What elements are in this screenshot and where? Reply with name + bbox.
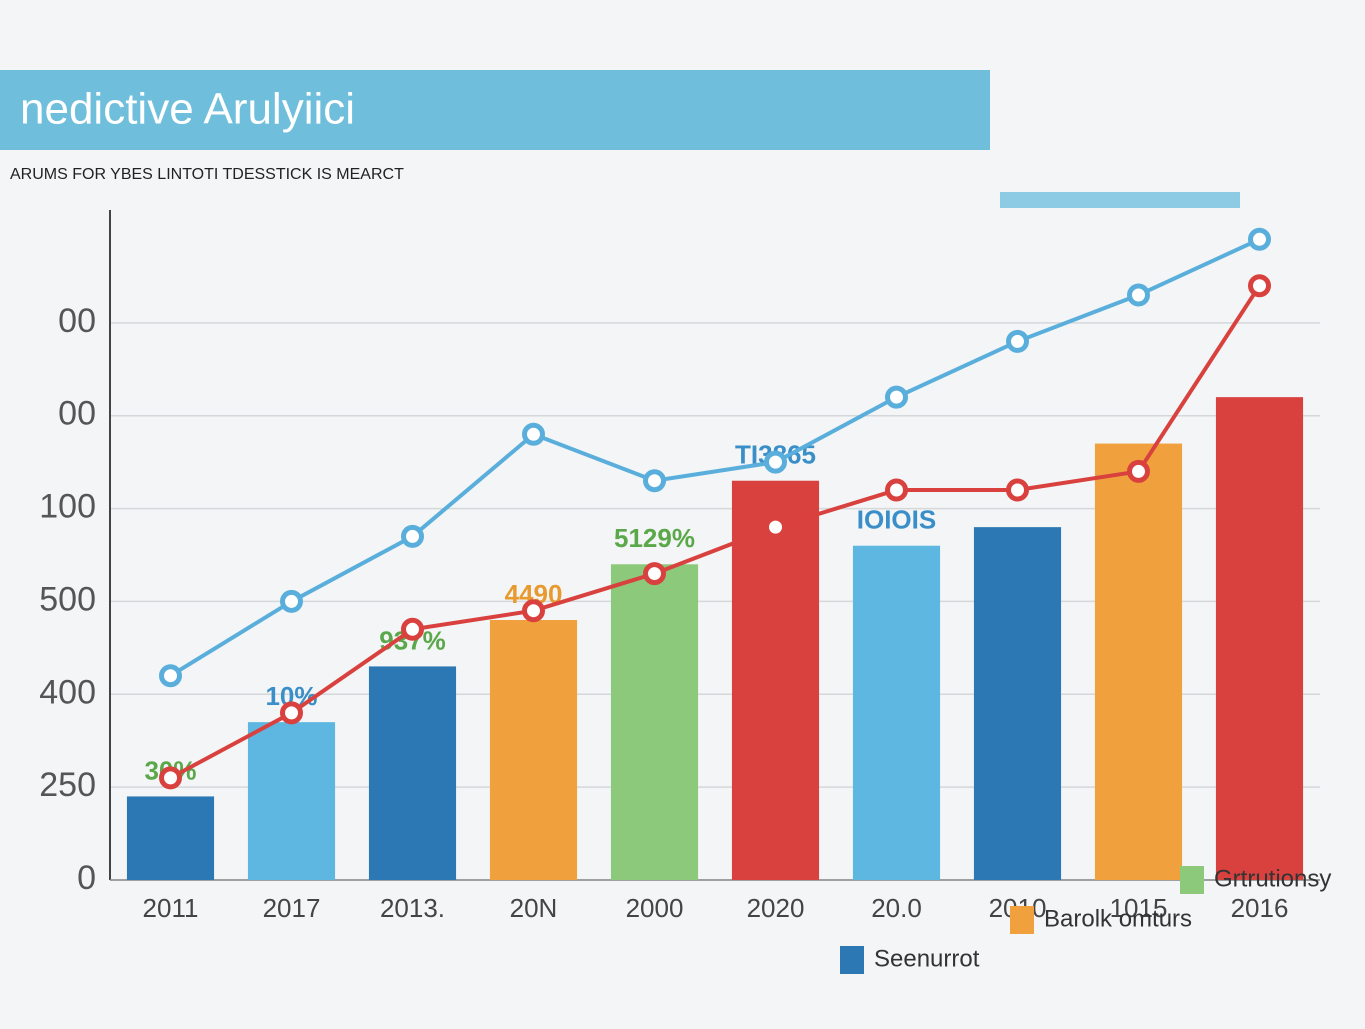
chart-title: nedictive Arulyiici <box>20 85 355 134</box>
line-marker <box>643 469 666 493</box>
bar-annotation: 5129% <box>614 523 695 553</box>
line-marker <box>522 599 545 623</box>
bar <box>1215 397 1304 880</box>
legend-label: Barolk omturs <box>1044 905 1192 932</box>
x-tick-label: 1015 <box>1110 893 1168 923</box>
bar <box>489 620 578 880</box>
legend-label: Grtrutionsy <box>1214 865 1331 892</box>
y-tick-label: 100 <box>39 488 96 526</box>
line-marker <box>280 701 303 725</box>
line-marker <box>1127 283 1150 307</box>
legend-swatch <box>1180 866 1204 894</box>
bar <box>731 480 820 880</box>
y-tick-label: 00 <box>58 302 96 340</box>
x-tick-label: 20N <box>510 893 558 923</box>
line-marker <box>522 422 545 446</box>
line-series <box>169 237 1261 678</box>
x-tick-label: 2020 <box>747 893 805 923</box>
line-marker <box>1127 459 1150 483</box>
bar <box>368 666 457 880</box>
bar <box>126 796 215 880</box>
line-marker <box>764 515 787 539</box>
line-series <box>169 284 1262 780</box>
line-marker <box>643 562 666 586</box>
line-marker <box>1006 478 1029 502</box>
legend-swatch <box>840 946 864 974</box>
x-tick-label: 20.0 <box>871 893 922 923</box>
line-marker <box>1006 329 1029 353</box>
bar-annotation: IOIOIS <box>857 505 936 535</box>
line-marker <box>1248 274 1271 298</box>
x-tick-label: 2016 <box>1231 893 1289 923</box>
y-tick-label: 400 <box>39 673 96 711</box>
bar <box>973 527 1062 880</box>
line-marker <box>401 617 424 641</box>
line-marker <box>401 524 424 548</box>
line-marker <box>280 589 303 613</box>
bar <box>247 722 336 880</box>
legend-label: Seenurrot <box>874 945 980 972</box>
line-marker <box>764 450 787 474</box>
x-tick-label: 2017 <box>263 893 321 923</box>
y-tick-label: 500 <box>39 580 96 618</box>
bar <box>852 545 941 880</box>
title-band <box>0 70 990 150</box>
bar <box>610 564 699 880</box>
y-tick-label: 00 <box>58 395 96 433</box>
x-tick-label: 2000 <box>626 893 684 923</box>
x-tick-label: 2011 <box>143 893 199 923</box>
legend-swatch <box>1010 906 1034 934</box>
chart-subtitle: ARUMS FOR YBES LINTOTI TDESSTICK IS MEAR… <box>10 166 404 183</box>
line-marker <box>885 478 908 502</box>
line-marker <box>885 385 908 409</box>
x-tick-label: 2013. <box>380 893 445 923</box>
line-marker <box>159 766 182 790</box>
y-tick-label: 250 <box>39 766 96 804</box>
bar <box>1094 443 1183 880</box>
y-tick-label: 0 <box>77 859 96 897</box>
line-marker <box>159 664 182 688</box>
line-marker <box>1248 227 1271 251</box>
